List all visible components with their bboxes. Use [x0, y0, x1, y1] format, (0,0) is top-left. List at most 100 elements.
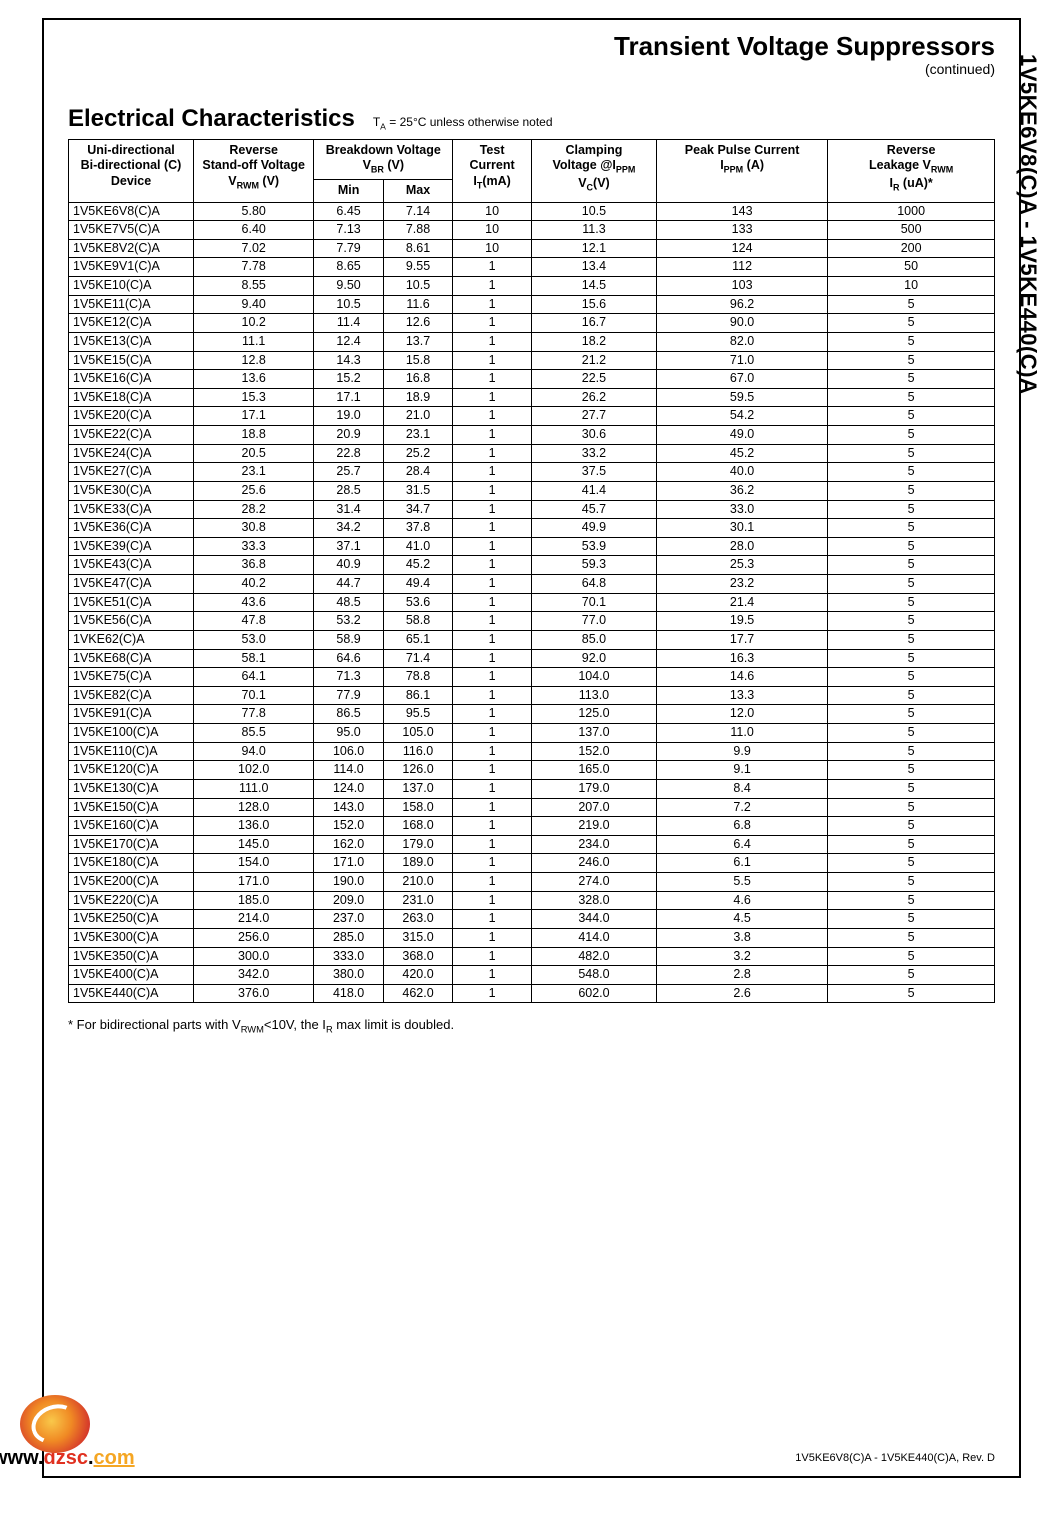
- table-row: 1V5KE56(C)A47.853.258.8177.019.55: [69, 612, 995, 631]
- cell-device: 1V5KE75(C)A: [69, 668, 194, 687]
- cell-value: 5: [828, 388, 995, 407]
- cell-value: 152.0: [314, 817, 383, 836]
- cell-value: 368.0: [383, 947, 452, 966]
- cell-value: 3.2: [656, 947, 827, 966]
- col-device-l3: Device: [111, 174, 151, 188]
- cell-value: 30.8: [194, 519, 314, 538]
- cell-device: 1V5KE400(C)A: [69, 966, 194, 985]
- cell-value: 27.7: [531, 407, 656, 426]
- title-block: Transient Voltage Suppressors (continued…: [68, 32, 995, 77]
- cell-device: 1V5KE51(C)A: [69, 593, 194, 612]
- footnote-mid: <10V, the I: [264, 1017, 326, 1032]
- cell-device: 1V5KE22(C)A: [69, 426, 194, 445]
- table-row: 1V5KE22(C)A18.820.923.1130.649.05: [69, 426, 995, 445]
- page-frame: Transient Voltage Suppressors (continued…: [42, 18, 1021, 1478]
- table-row: 1V5KE75(C)A64.171.378.81104.014.65: [69, 668, 995, 687]
- cell-device: 1VKE62(C)A: [69, 630, 194, 649]
- cell-value: 12.4: [314, 332, 383, 351]
- col-vbr-l1: Breakdown Voltage: [326, 143, 441, 157]
- cell-value: 10.2: [194, 314, 314, 333]
- cell-value: 5: [828, 426, 995, 445]
- cell-value: 263.0: [383, 910, 452, 929]
- table-row: 1V5KE170(C)A145.0162.0179.01234.06.45: [69, 835, 995, 854]
- cell-value: 143.0: [314, 798, 383, 817]
- cell-value: 7.02: [194, 239, 314, 258]
- cell-device: 1V5KE6V8(C)A: [69, 202, 194, 221]
- cell-value: 12.8: [194, 351, 314, 370]
- cell-value: 1: [453, 947, 532, 966]
- section-title-row: Electrical Characteristics TA = 25°C unl…: [68, 105, 995, 133]
- main-title: Transient Voltage Suppressors: [68, 32, 995, 61]
- cell-value: 7.2: [656, 798, 827, 817]
- cell-value: 5: [828, 351, 995, 370]
- cell-value: 1: [453, 332, 532, 351]
- cell-value: 1: [453, 444, 532, 463]
- col-ippm: Peak Pulse Current IPPM (A): [656, 139, 827, 202]
- cell-value: 44.7: [314, 575, 383, 594]
- cell-value: 10.5: [531, 202, 656, 221]
- cell-device: 1V5KE150(C)A: [69, 798, 194, 817]
- cell-value: 95.0: [314, 724, 383, 743]
- cell-value: 21.0: [383, 407, 452, 426]
- cell-value: 1: [453, 984, 532, 1003]
- cell-value: 21.2: [531, 351, 656, 370]
- cell-value: 328.0: [531, 891, 656, 910]
- cell-value: 20.5: [194, 444, 314, 463]
- cell-value: 36.8: [194, 556, 314, 575]
- cell-value: 15.3: [194, 388, 314, 407]
- cell-value: 168.0: [383, 817, 452, 836]
- cell-device: 1V5KE36(C)A: [69, 519, 194, 538]
- cell-value: 28.5: [314, 481, 383, 500]
- table-row: 1V5KE220(C)A185.0209.0231.01328.04.65: [69, 891, 995, 910]
- cell-value: 77.8: [194, 705, 314, 724]
- cell-value: 28.0: [656, 537, 827, 556]
- table-row: 1V5KE39(C)A33.337.141.0153.928.05: [69, 537, 995, 556]
- cell-value: 1: [453, 314, 532, 333]
- cell-value: 165.0: [531, 761, 656, 780]
- cell-value: 8.61: [383, 239, 452, 258]
- cell-device: 1V5KE91(C)A: [69, 705, 194, 724]
- cell-value: 5: [828, 500, 995, 519]
- cell-value: 1: [453, 798, 532, 817]
- cell-value: 2.6: [656, 984, 827, 1003]
- cell-value: 1: [453, 966, 532, 985]
- table-row: 1V5KE82(C)A70.177.986.11113.013.35: [69, 686, 995, 705]
- cell-value: 9.40: [194, 295, 314, 314]
- cell-value: 1: [453, 612, 532, 631]
- cell-device: 1V5KE56(C)A: [69, 612, 194, 631]
- cell-value: 16.7: [531, 314, 656, 333]
- cell-value: 17.1: [314, 388, 383, 407]
- cell-value: 1: [453, 277, 532, 296]
- cell-device: 1V5KE15(C)A: [69, 351, 194, 370]
- cell-value: 1: [453, 891, 532, 910]
- cell-value: 11.4: [314, 314, 383, 333]
- cell-value: 13.7: [383, 332, 452, 351]
- cell-device: 1V5KE10(C)A: [69, 277, 194, 296]
- cell-value: 5: [828, 798, 995, 817]
- watermark: www.dzsc.com: [0, 1395, 135, 1470]
- cell-value: 11.6: [383, 295, 452, 314]
- cell-value: 30.1: [656, 519, 827, 538]
- col-vrwm: Reverse Stand-off Voltage VRWM (V): [194, 139, 314, 202]
- cell-value: 18.9: [383, 388, 452, 407]
- cell-value: 1: [453, 835, 532, 854]
- cell-value: 5: [828, 537, 995, 556]
- wm-url-www: www.: [0, 1447, 43, 1469]
- cell-value: 10.5: [383, 277, 452, 296]
- cell-value: 104.0: [531, 668, 656, 687]
- cell-device: 1V5KE440(C)A: [69, 984, 194, 1003]
- table-row: 1VKE62(C)A53.058.965.1185.017.75: [69, 630, 995, 649]
- footnote-star: * For bidirectional parts with V: [68, 1017, 241, 1032]
- cell-value: 20.9: [314, 426, 383, 445]
- cell-value: 45.2: [656, 444, 827, 463]
- cell-value: 420.0: [383, 966, 452, 985]
- cell-value: 133: [656, 221, 827, 240]
- cell-value: 5: [828, 463, 995, 482]
- cell-device: 1V5KE130(C)A: [69, 779, 194, 798]
- cell-value: 162.0: [314, 835, 383, 854]
- cell-value: 5: [828, 910, 995, 929]
- cell-value: 128.0: [194, 798, 314, 817]
- cell-value: 285.0: [314, 928, 383, 947]
- cell-value: 171.0: [314, 854, 383, 873]
- cell-value: 5: [828, 854, 995, 873]
